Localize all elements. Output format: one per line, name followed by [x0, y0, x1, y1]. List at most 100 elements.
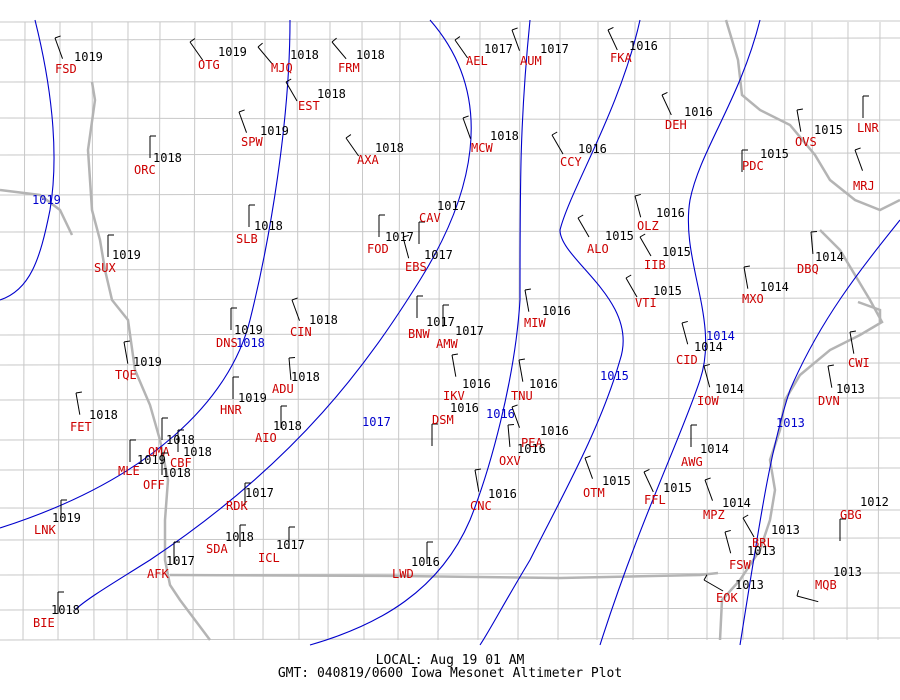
altimeter-value: 1014	[815, 250, 844, 264]
wind-barb-icon	[378, 214, 385, 237]
altimeter-value: 1018	[490, 129, 519, 143]
altimeter-value: 1019	[260, 124, 289, 138]
altimeter-value: 1017	[385, 230, 414, 244]
station-id: DEH	[665, 118, 687, 132]
wind-barb-icon	[107, 234, 114, 257]
station-id: AMW	[436, 337, 458, 351]
wind-barb-icon	[507, 423, 515, 447]
wind-barb-icon	[607, 27, 618, 51]
wind-barb-icon	[230, 307, 237, 330]
altimeter-value: 1015	[605, 229, 634, 243]
altimeter-value: 1015	[653, 284, 682, 298]
station-id: DNS	[216, 336, 238, 350]
wind-barb-icon	[257, 42, 273, 65]
isobar-label: 1017	[362, 415, 391, 429]
wind-barb-icon	[551, 131, 564, 155]
wind-barb-icon	[189, 38, 204, 61]
station-id: IOW	[697, 394, 719, 408]
altimeter-value: 1016	[517, 442, 546, 456]
wind-barb-icon	[161, 452, 168, 475]
isobar-1017: 1017	[74, 19, 472, 611]
station-id: CNC	[470, 499, 492, 513]
station-id: EOK	[716, 591, 738, 605]
station-id: MQB	[815, 578, 837, 592]
station-id: BNW	[408, 327, 430, 341]
wind-barb-icon	[703, 574, 724, 592]
station-id: OTM	[583, 486, 605, 500]
station-id: EBS	[405, 260, 427, 274]
station-id: SPW	[241, 135, 263, 149]
altimeter-value: 1016	[629, 39, 658, 53]
station-id: BIE	[33, 616, 55, 630]
wind-barb-icon	[511, 27, 520, 51]
station-mrj: MRJ	[853, 147, 875, 193]
wind-barb-icon	[681, 320, 689, 345]
station-id: ICL	[258, 551, 280, 565]
station-id: CIN	[290, 325, 312, 339]
wind-barb-icon	[839, 518, 846, 541]
altimeter-value: 1016	[540, 424, 569, 438]
county-boundaries	[0, 20, 900, 641]
wind-barb-icon	[431, 423, 438, 446]
station-id: OVS	[795, 135, 817, 149]
station-id: GBG	[840, 508, 862, 522]
station-id: LWD	[392, 567, 414, 581]
station-id: CWI	[848, 356, 870, 370]
isobar-label: 1019	[32, 193, 61, 207]
wind-barb-icon	[60, 499, 67, 522]
station-id: CCY	[560, 155, 582, 169]
isobar-line	[0, 19, 291, 529]
station-id: PEA	[521, 436, 543, 450]
wind-barb-icon	[639, 233, 652, 257]
station-id: FSW	[729, 558, 751, 572]
altimeter-value: 1018	[51, 603, 80, 617]
altimeter-value: 1014	[760, 280, 789, 294]
altimeter-value: 1018	[356, 48, 385, 62]
wind-barb-icon	[57, 591, 64, 614]
altimeter-value: 1018	[375, 141, 404, 155]
wind-barb-icon	[285, 78, 298, 102]
station-lnr: LNR	[857, 95, 879, 135]
altimeter-value: 1013	[836, 382, 865, 396]
station-id: TQE	[115, 368, 137, 382]
wind-barb-icon	[173, 541, 180, 564]
wind-barb-icon	[149, 135, 156, 158]
station-id: HNR	[220, 403, 242, 417]
wind-barb-icon	[454, 36, 469, 59]
altimeter-value: 1018	[291, 370, 320, 384]
station-id: MJQ	[271, 61, 293, 75]
wind-barb-icon	[854, 147, 863, 171]
station-cwi: CWI	[848, 330, 870, 370]
altimeter-value: 1019	[74, 50, 103, 64]
station-id: FRM	[338, 61, 360, 75]
station-id: OMA	[148, 445, 170, 459]
isobar-label: 1013	[776, 416, 805, 430]
station-id: AIO	[255, 431, 277, 445]
